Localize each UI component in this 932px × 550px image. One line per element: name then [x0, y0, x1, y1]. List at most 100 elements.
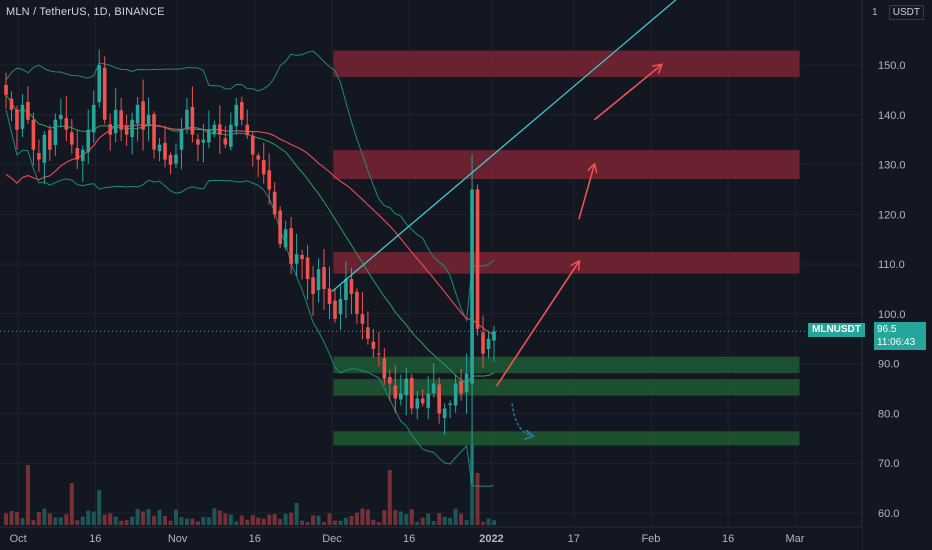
volume-bar [250, 515, 255, 525]
candle [168, 152, 173, 175]
volume-bar [234, 521, 239, 525]
candle [245, 109, 250, 139]
volume-bar [75, 520, 80, 525]
candle [261, 142, 266, 184]
candle [437, 377, 441, 424]
volume-bar [206, 517, 211, 525]
candle-body [75, 148, 80, 160]
current-price-value: 96.5 [877, 324, 897, 335]
candle-body [135, 104, 140, 124]
volume-bar [327, 513, 332, 525]
candle-body [464, 373, 469, 393]
y-tick-label: 100.0 [878, 309, 906, 321]
bollinger-upper [5, 50, 495, 323]
volume-bar [294, 503, 299, 525]
candle-body [377, 353, 381, 355]
candle-body [355, 291, 359, 314]
candle [294, 233, 299, 277]
volume-bar [157, 509, 162, 525]
candle-body [179, 129, 184, 150]
candle-body [404, 378, 409, 396]
volume-bar [146, 509, 151, 525]
volume-bar [4, 513, 8, 525]
volume-bar [415, 521, 420, 525]
candle-body [415, 398, 420, 409]
candle-body [234, 104, 239, 127]
volume-bar [184, 518, 189, 525]
bollinger-basis [5, 94, 495, 384]
volume-bar [442, 516, 447, 525]
candle [59, 98, 63, 128]
y-tick-label: 110.0 [878, 259, 905, 271]
candle [289, 217, 293, 275]
y-tick-label: 130.0 [878, 160, 906, 172]
volume-bar [283, 513, 288, 525]
currency-prefix: 1 [872, 7, 878, 18]
y-tick-label: 60.0 [878, 508, 899, 520]
candle-body [141, 101, 145, 130]
candle-body [163, 142, 167, 160]
candle [113, 88, 118, 143]
candle-body [316, 269, 321, 291]
candle [135, 96, 140, 142]
x-tick-label: Feb [641, 533, 660, 545]
candle [344, 261, 348, 319]
candle-body [119, 110, 123, 130]
candle [415, 391, 420, 420]
x-tick-label: Oct [10, 533, 27, 545]
candle [366, 311, 370, 345]
candle [360, 292, 365, 340]
candle [448, 400, 452, 419]
projection-arrow [593, 65, 661, 121]
candle [278, 206, 282, 249]
candle [223, 125, 228, 149]
candle-body [97, 65, 102, 103]
candle-body [80, 149, 85, 162]
candle [69, 118, 74, 154]
candle [420, 389, 425, 407]
currency-selector[interactable]: USDT [888, 5, 924, 20]
candle [9, 91, 14, 122]
x-tick-label: Mar [786, 533, 805, 545]
volume-bar [464, 519, 469, 525]
candle-body [278, 210, 282, 245]
candle-body [470, 189, 474, 384]
candle-body [91, 104, 96, 133]
candle-body [442, 408, 447, 419]
y-tick-label: 70.0 [878, 458, 899, 470]
volume-bar [14, 512, 19, 525]
candle-body [9, 98, 14, 110]
candle [388, 369, 392, 401]
candle [201, 124, 206, 163]
candle [179, 118, 184, 170]
projection-arrow [495, 262, 579, 387]
candle-body [448, 403, 452, 405]
candle [256, 152, 261, 178]
volume-bar [108, 513, 113, 525]
candle [250, 130, 255, 167]
candle-body [431, 383, 436, 394]
candle [86, 109, 91, 165]
y-tick-label: 90.0 [878, 359, 899, 371]
candle [316, 258, 321, 303]
volume-bar [86, 510, 91, 525]
volume-bar [239, 515, 244, 525]
candle-body [453, 383, 458, 406]
volume-bar [354, 512, 359, 525]
candle-body [459, 381, 463, 394]
volume-bar [195, 521, 200, 525]
candle-body [152, 114, 156, 150]
candle-body [168, 155, 173, 165]
candle [207, 110, 211, 149]
projection-arrow [578, 165, 594, 220]
volume-bar [80, 516, 85, 525]
trendline [331, 0, 677, 292]
volume-bar [47, 513, 52, 525]
volume-bar [201, 517, 206, 525]
volume-bar [173, 509, 178, 525]
candle [174, 143, 178, 168]
candle [333, 289, 337, 323]
candle-body [113, 109, 118, 134]
volume-bar [42, 508, 47, 525]
